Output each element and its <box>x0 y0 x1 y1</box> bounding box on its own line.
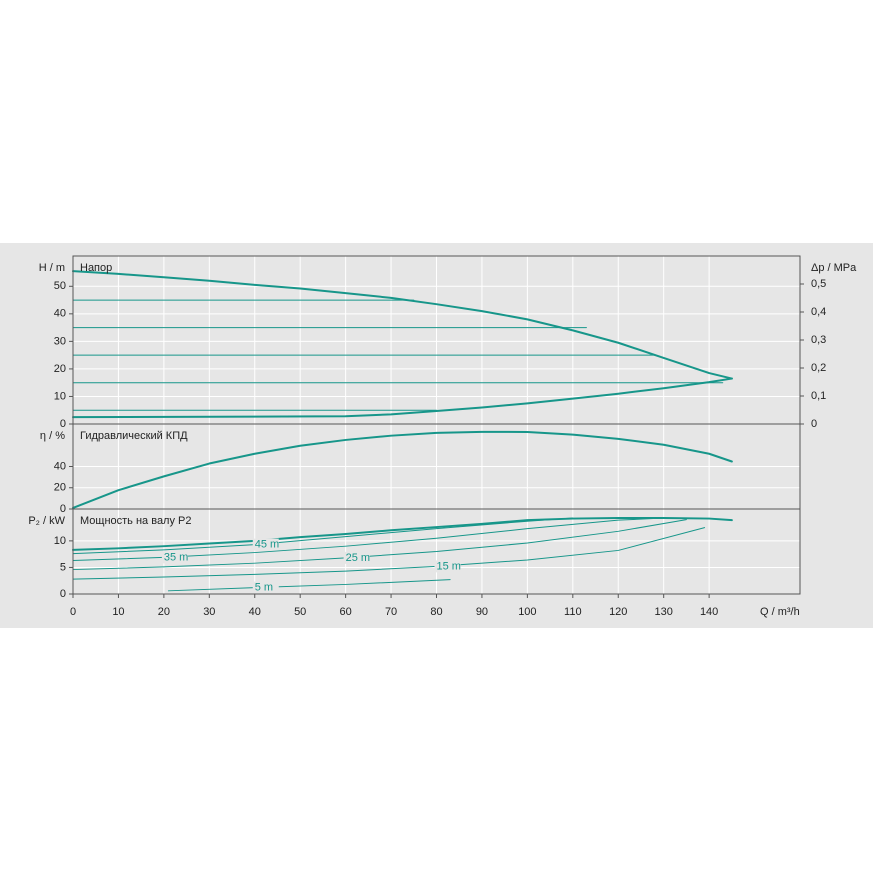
y-tick-label: 20 <box>54 363 66 375</box>
x-tick-label: 90 <box>476 606 488 618</box>
curve-label: 5 m <box>255 582 273 594</box>
curve <box>72 517 574 555</box>
x-tick-label: 10 <box>112 606 124 618</box>
y-tick-label: 0 <box>60 503 66 515</box>
curve <box>167 579 451 592</box>
y-tick-label: 0 <box>60 588 66 600</box>
y-tick-label: 20 <box>54 482 66 494</box>
curve-label: 35 m <box>164 551 188 563</box>
y-tick-label: 5 <box>60 561 66 573</box>
y-axis-label: η / % <box>40 430 65 442</box>
plot-frame <box>72 508 801 595</box>
panel-title: Гидравлический КПД <box>80 430 188 442</box>
y-tick-label: 30 <box>54 335 66 347</box>
x-tick-label: 0 <box>70 606 76 618</box>
y-axis-label: P₂ / kW <box>28 515 65 527</box>
y-tick-label: 0 <box>60 418 66 430</box>
curve <box>72 377 733 419</box>
x-tick-label: 110 <box>564 606 582 618</box>
y-tick-label: 40 <box>54 308 66 320</box>
curve-label-bg <box>434 560 461 573</box>
curve <box>72 270 733 380</box>
curve-label-bg <box>252 581 279 594</box>
curve <box>72 527 706 580</box>
curve <box>72 519 687 571</box>
x-tick-label: 70 <box>385 606 397 618</box>
curve <box>72 517 733 551</box>
curve-label: 25 m <box>346 552 370 564</box>
y-tick-label: 10 <box>54 390 66 402</box>
curve-label: 45 m <box>255 539 279 551</box>
x-axis-label: Q / m³/h <box>760 606 800 618</box>
x-tick-label: 140 <box>700 606 718 618</box>
y2-axis-label: Δp / MPa <box>811 262 857 274</box>
y2-tick-label: 0,5 <box>811 278 826 290</box>
x-tick-label: 120 <box>609 606 627 618</box>
y2-tick-label: 0,3 <box>811 334 826 346</box>
y2-tick-label: 0 <box>811 418 817 430</box>
panel-title: Мощность на валу P2 <box>80 515 192 527</box>
y-axis-label: H / m <box>39 262 65 274</box>
curve-label: 15 m <box>437 560 461 572</box>
y2-tick-label: 0,1 <box>811 390 826 402</box>
x-tick-label: 50 <box>294 606 306 618</box>
y-tick-label: 10 <box>54 535 66 547</box>
x-tick-label: 60 <box>340 606 352 618</box>
x-tick-label: 30 <box>203 606 215 618</box>
x-tick-label: 80 <box>430 606 442 618</box>
curve-label-bg <box>343 551 370 564</box>
curve-label-bg <box>161 551 188 564</box>
y2-tick-label: 0,4 <box>811 306 826 318</box>
x-tick-label: 20 <box>158 606 170 618</box>
curve-label-bg <box>252 538 279 551</box>
curve <box>72 430 733 509</box>
y-tick-label: 50 <box>54 280 66 292</box>
x-tick-label: 130 <box>655 606 673 618</box>
x-tick-label: 40 <box>249 606 261 618</box>
x-tick-label: 100 <box>518 606 536 618</box>
y2-tick-label: 0,2 <box>811 362 826 374</box>
y-tick-label: 40 <box>54 460 66 472</box>
panel-title: Напор <box>80 262 112 274</box>
